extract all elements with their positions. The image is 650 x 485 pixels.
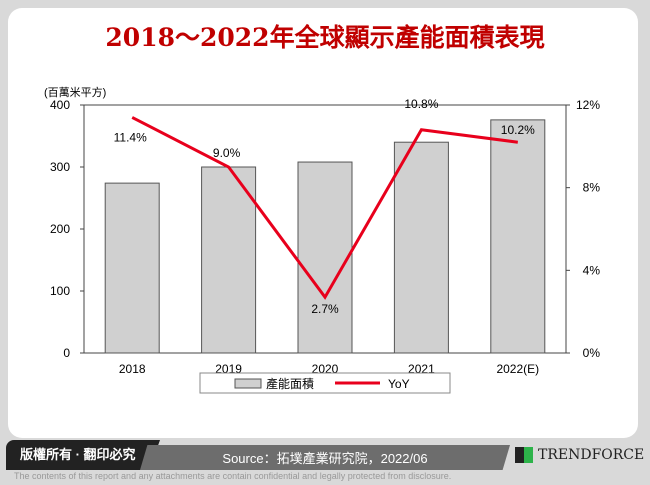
trendforce-logo: TRENDFORCE [515, 447, 644, 463]
y-tick-label: 200 [50, 222, 70, 236]
y-axis-label: (百萬米平方) [44, 85, 106, 99]
legend-label-line: YoY [388, 377, 410, 391]
yoy-data-label: 10.2% [501, 123, 535, 137]
y-tick-label: 400 [50, 98, 70, 112]
yoy-data-label: 2.7% [311, 302, 339, 316]
source-label: Source：拓墣產業研究院，2022/06 [140, 445, 510, 470]
copyright-label: 版權所有 · 翻印必究 [6, 440, 160, 470]
bar [297, 161, 353, 354]
y2-tick-label: 0% [583, 346, 601, 360]
y-tick-label: 300 [50, 160, 70, 174]
x-tick-label: 2018 [119, 362, 146, 376]
bar [393, 141, 449, 354]
y2-tick-label: 8% [583, 181, 601, 195]
logo-text: TRENDFORCE [538, 447, 645, 463]
y2-tick-label: 4% [583, 263, 601, 277]
legend [199, 372, 451, 394]
y-tick-label: 0 [63, 346, 70, 360]
x-tick-label: 2022(E) [496, 362, 539, 376]
chart-title: 2018～2022年全球顯示產能面積表現 [105, 23, 545, 52]
yoy-data-label: 9.0% [213, 146, 241, 160]
bar [104, 182, 160, 354]
y-tick-label: 100 [50, 284, 70, 298]
yoy-data-label: 10.8% [404, 97, 438, 111]
disclaimer: The contents of this report and any atta… [14, 471, 452, 481]
yoy-data-label: 11.4% [114, 130, 147, 144]
legend-swatch-bar [234, 378, 262, 389]
logo-icon [515, 447, 533, 463]
y2-tick-label: 12% [576, 98, 600, 112]
legend-label-bar: 產能面積 [266, 376, 314, 391]
bar [490, 119, 546, 354]
